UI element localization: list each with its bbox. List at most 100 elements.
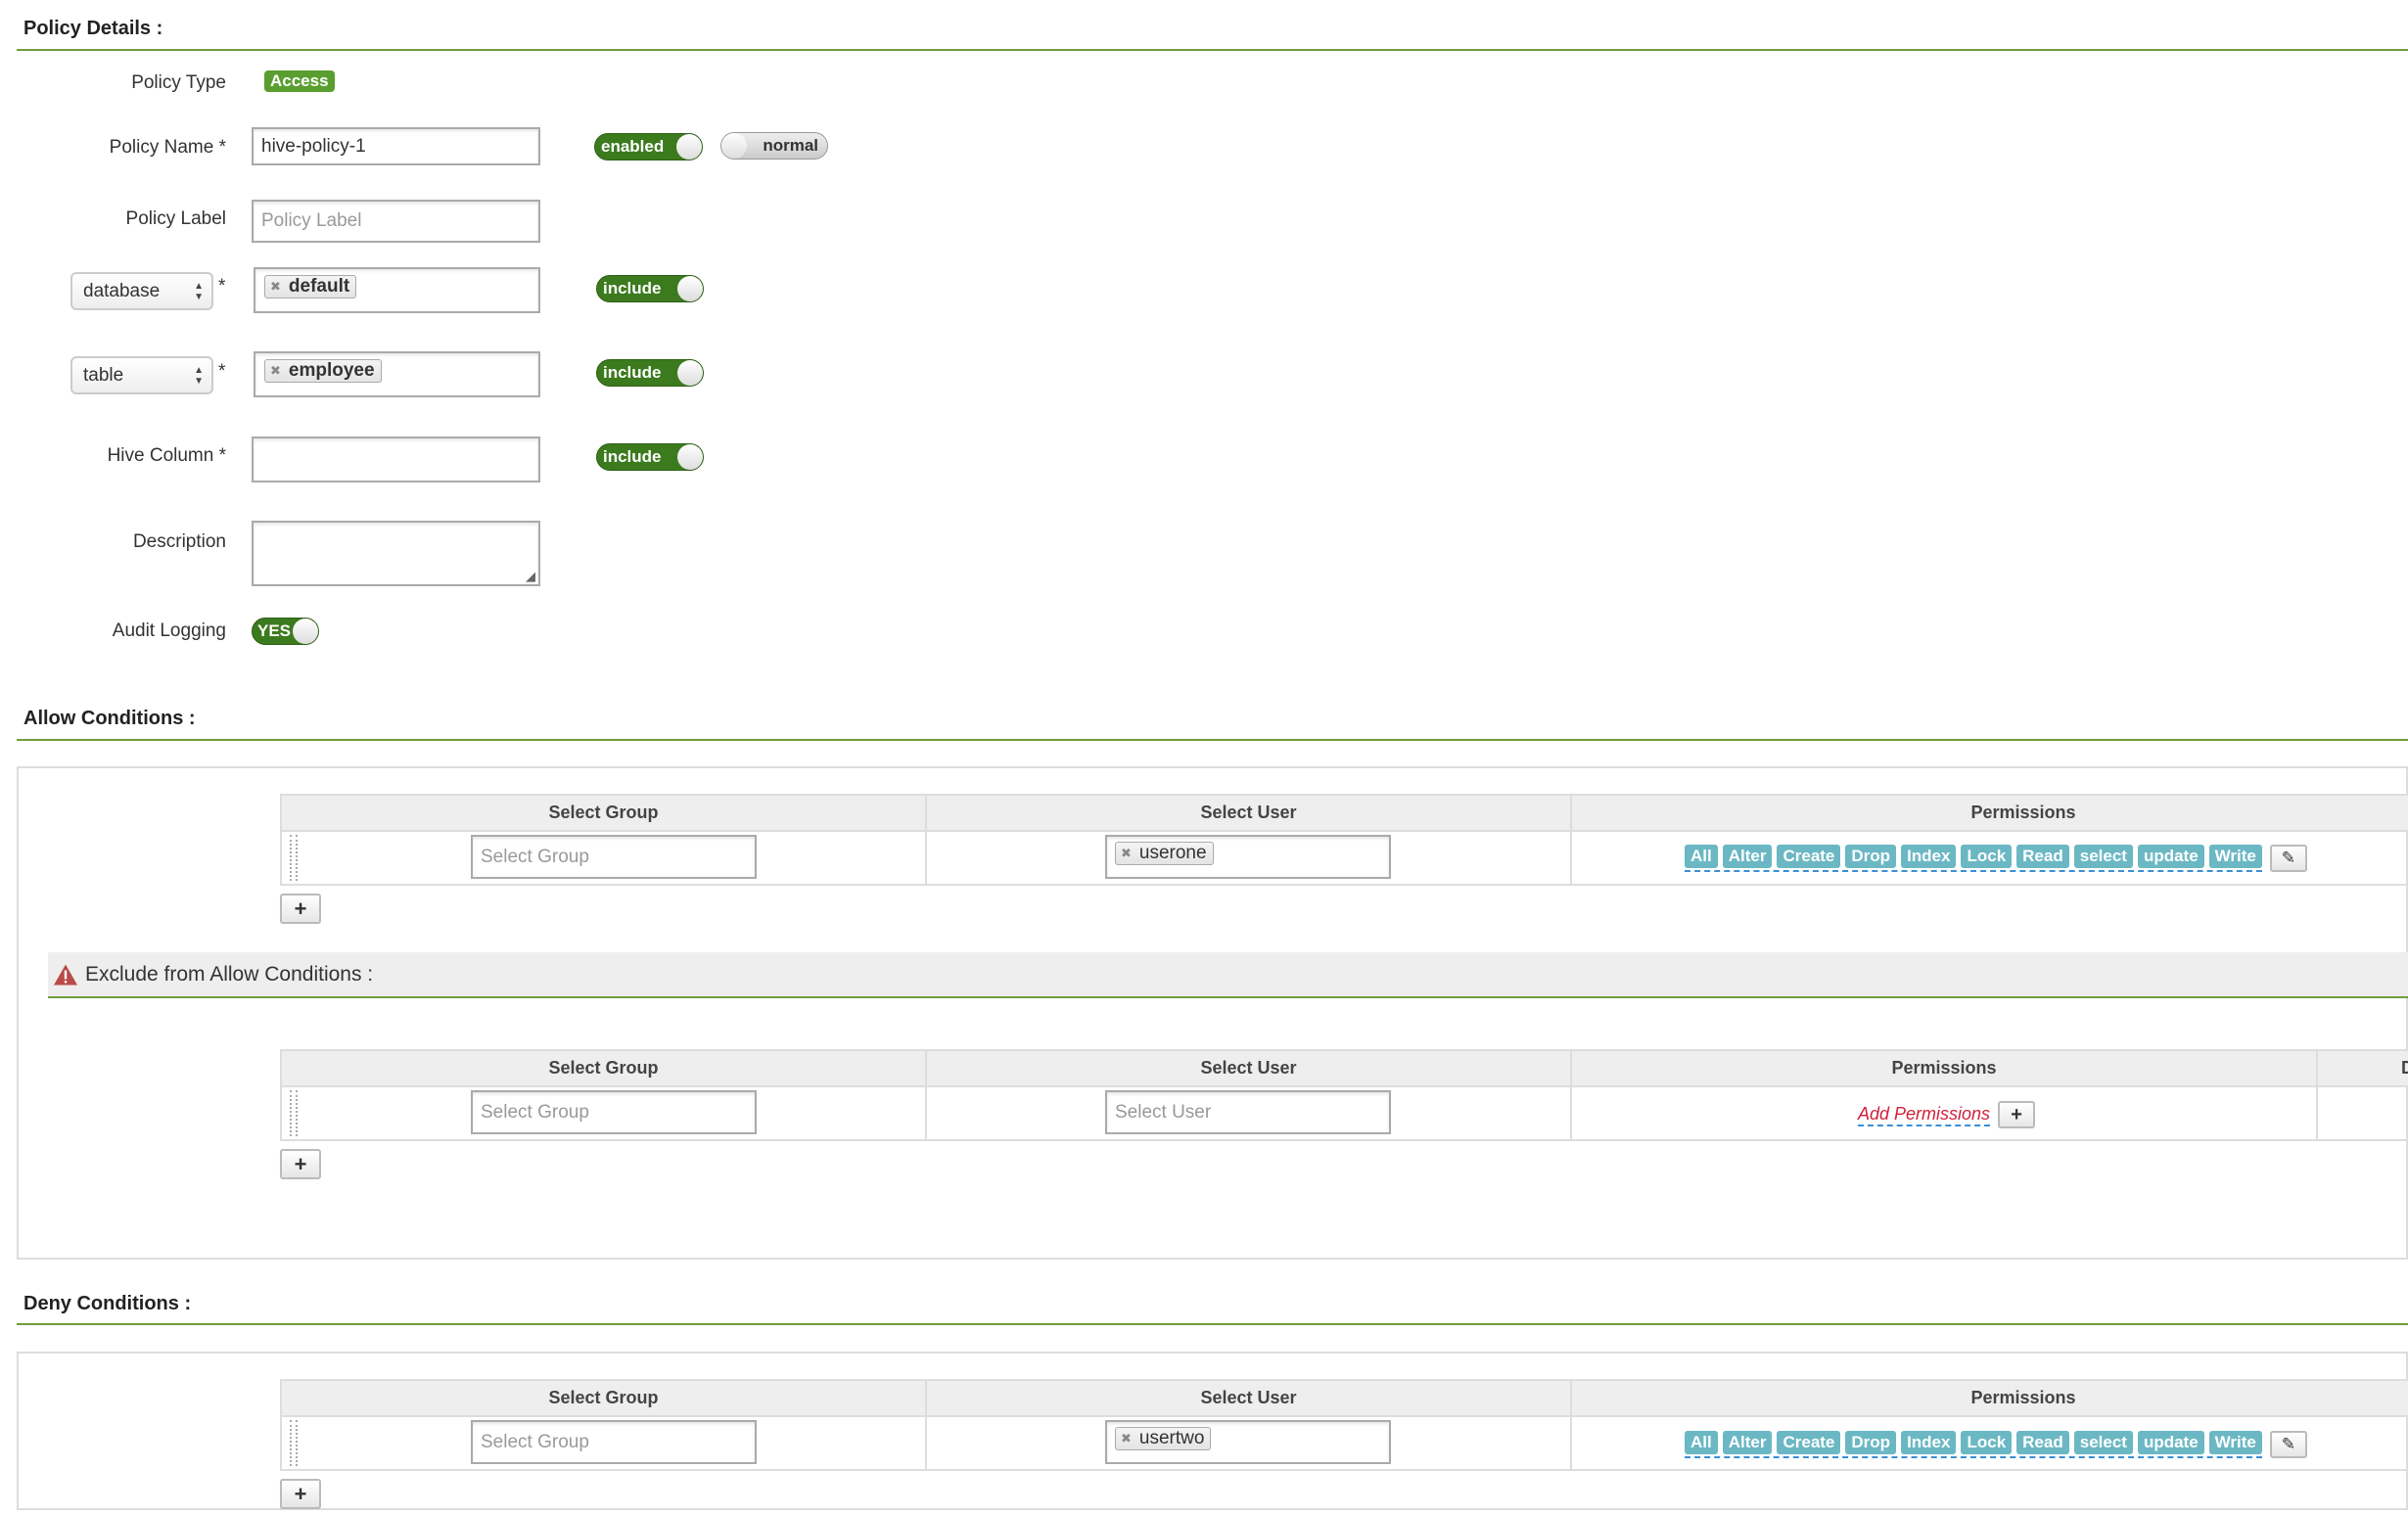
add-allow-condition-button[interactable]: + [280,894,321,924]
deny-conditions-title: Deny Conditions : [23,1293,192,1314]
deny-table-viewport: Select Group Select User Permissions Sel… [280,1379,2408,1471]
policy-type-badge: Access [264,70,335,92]
group-select-input[interactable]: Select Group [471,1090,757,1134]
group-select-input[interactable]: Select Group [471,1420,757,1464]
header-permissions: Permissions [1570,794,2408,832]
permission-tags[interactable]: All Alter Create Drop Index Lock Read select upd… [1685,845,2262,872]
enabled-toggle-label: enabled [601,137,665,156]
header-delegate: D [2316,1049,2408,1087]
table-row: Select Group Select User Add Permissions… [280,1085,2408,1141]
permission-tag: Drop [1845,845,1897,868]
header-permissions: Permissions [1570,1379,2408,1417]
permission-tags[interactable]: All Alter Create Drop Index Lock Read select upd… [1685,1431,2262,1458]
header-select-group: Select Group [280,1379,927,1417]
audit-logging-toggle[interactable]: YES [252,618,319,645]
edit-permissions-button[interactable]: ✎ [2269,845,2307,872]
hive-column-input[interactable] [252,436,540,482]
user-select-input[interactable]: Select User [1105,1090,1391,1134]
allow-conditions-table: Select Group Select User Permissions Sel… [280,794,2408,886]
permissions-list: All Alter Create Drop Index Lock Read select upd… [1685,1431,2307,1458]
drag-handle[interactable] [290,1420,298,1466]
policy-label-placeholder: Policy Label [261,210,362,231]
select-arrows-icon: ▲ ▼ [194,365,204,387]
resize-handle-icon[interactable]: ◢ [526,569,535,583]
policy-name-label: Policy Name * [109,137,226,158]
database-values-input[interactable]: ✖ default [254,267,540,313]
hive-column-label: Hive Column * [107,445,226,466]
exclude-conditions-table: Select Group Select User Permissions D S… [280,1049,2408,1141]
allow-conditions-box [17,766,2408,1260]
permission-tag: update [2137,845,2204,868]
database-tag: ✖ default [264,275,357,298]
permission-tag: Write [2208,845,2262,868]
table-values-input[interactable]: ✖ employee [254,351,540,397]
divider [17,49,2408,51]
select-value: database [83,280,161,301]
permission-tag: select [2073,1431,2133,1454]
permission-tag: Write [2208,1431,2262,1454]
add-permissions-button[interactable]: + [1998,1101,2036,1128]
group-select-input[interactable]: Select Group [471,835,757,879]
table-row: Select Group ✖ userone All Alter Create Drop… [280,830,2408,886]
add-deny-condition-button[interactable]: + [280,1479,321,1509]
divider [17,739,2408,741]
enabled-toggle[interactable]: enabled [594,133,703,161]
header-select-user: Select User [925,1379,1572,1417]
normal-toggle[interactable]: normal [720,132,828,160]
resource-type-select-database[interactable]: database ▲ ▼ [70,272,213,310]
database-include-toggle[interactable]: include [596,275,704,302]
permission-tag: All [1685,845,1718,868]
remove-icon[interactable]: ✖ [1121,846,1132,860]
header-select-user: Select User [925,794,1572,832]
allow-conditions-title: Allow Conditions : [23,708,196,729]
policy-name-value: hive-policy-1 [261,135,366,157]
toggle-knob [676,134,702,160]
include-label: include [603,363,662,382]
permission-tag: Create [1777,1431,1841,1454]
user-tag: ✖ usertwo [1115,1427,1212,1450]
pencil-icon: ✎ [2281,849,2295,867]
permission-tag: Lock [1961,845,2013,868]
group-placeholder: Select Group [481,846,589,867]
pencil-icon: ✎ [2281,1435,2295,1453]
policy-label-input[interactable]: Policy Label [252,200,540,243]
deny-conditions-table: Select Group Select User Permissions Sel… [280,1379,2408,1471]
resource-type-select-table[interactable]: table ▲ ▼ [70,356,213,394]
permission-tag: Drop [1845,1431,1897,1454]
required-mark: * [218,361,226,382]
required-mark: * [218,276,226,297]
description-label: Description [132,531,226,552]
header-permissions: Permissions [1570,1049,2318,1087]
policy-label-label: Policy Label [125,208,226,229]
toggle-knob [677,444,703,470]
drag-handle[interactable] [290,835,298,881]
exclude-table-viewport: Select Group Select User Permissions D S… [280,1049,2408,1141]
remove-icon[interactable]: ✖ [1121,1431,1132,1446]
edit-permissions-button[interactable]: ✎ [2269,1431,2307,1458]
user-select-input[interactable]: ✖ usertwo [1105,1420,1391,1464]
table-row: Select Group ✖ usertwo All Alter Create Drop… [280,1415,2408,1471]
add-permissions-link[interactable]: Add Permissions [1858,1104,1991,1126]
column-include-toggle[interactable]: include [596,443,704,471]
exclude-title: Exclude from Allow Conditions : [85,962,374,986]
group-placeholder: Select Group [481,1431,589,1452]
permissions-list: All Alter Create Drop Index Lock Read select upd… [1685,845,2307,872]
policy-name-input[interactable]: hive-policy-1 [252,127,540,165]
normal-toggle-label: normal [763,136,818,155]
tag-label: employee [288,360,375,381]
add-exclude-condition-button[interactable]: + [280,1149,321,1179]
permission-tag: Alter [1722,845,1773,868]
permission-tag: All [1685,1431,1718,1454]
drag-handle[interactable] [290,1090,298,1136]
description-textarea[interactable]: ◢ [252,521,540,586]
permission-tag: Create [1777,845,1841,868]
user-select-input[interactable]: ✖ userone [1105,835,1391,879]
remove-icon[interactable]: ✖ [270,363,281,378]
user-tag: ✖ userone [1115,842,1214,865]
remove-icon[interactable]: ✖ [270,279,281,294]
warning-icon [54,964,77,985]
tag-label: usertwo [1138,1428,1205,1448]
table-include-toggle[interactable]: include [596,359,704,387]
divider [17,1323,2408,1325]
policy-details-title: Policy Details : [23,18,163,39]
